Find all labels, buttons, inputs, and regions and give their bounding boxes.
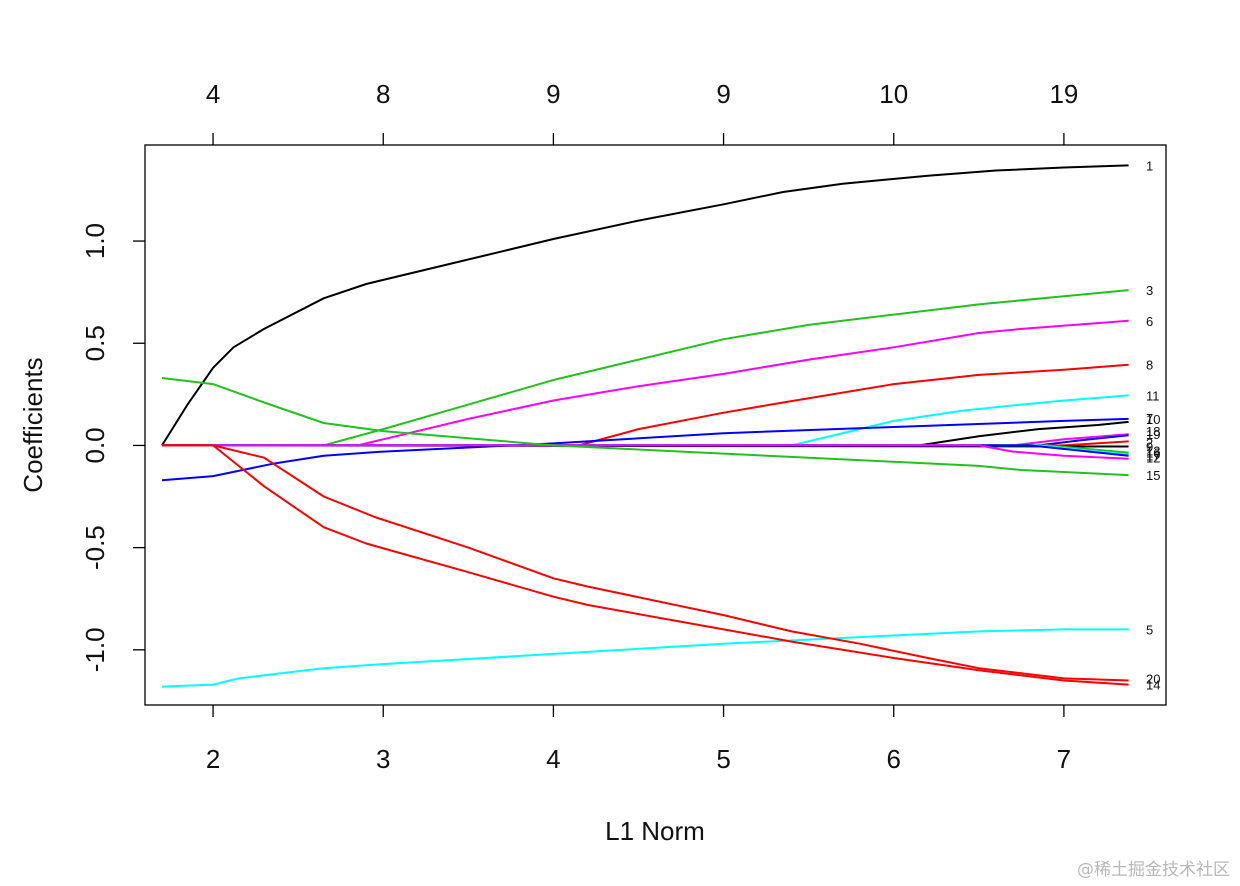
series-line-3: [162, 289, 1129, 447]
series-lines: [161, 164, 1129, 688]
watermark: @稀土掘金技术社区: [1077, 860, 1230, 880]
series-end-label: 13: [1146, 444, 1160, 459]
top-tick-label: 4: [206, 79, 220, 109]
y-axis-title: Coefficients: [18, 357, 48, 492]
y-tick-label: 0.0: [80, 427, 110, 463]
x-tick-label: 5: [716, 744, 730, 774]
y-tick-label: 0.5: [80, 325, 110, 361]
top-tick-label: 10: [879, 79, 908, 109]
series-end-label: 19: [1146, 427, 1160, 442]
series-end-label: 5: [1146, 622, 1153, 637]
series-line-5: [161, 628, 1129, 688]
series-end-label: 8: [1146, 358, 1153, 373]
series-end-label: 6: [1146, 314, 1153, 329]
series-line-14: [162, 444, 1129, 686]
series-end-label: 9: [1146, 439, 1153, 454]
series-line-8: [162, 363, 1129, 447]
x-tick-label: 2: [206, 744, 220, 774]
series-end-label: 18: [1146, 424, 1160, 439]
x-axis-title: L1 Norm: [605, 816, 705, 846]
series-end-label: 7: [1146, 411, 1153, 426]
series-end-label: 11: [1146, 388, 1160, 403]
x-tick-label: 6: [886, 744, 900, 774]
series-line-10: [161, 417, 1129, 482]
series-end-label: 16: [1146, 446, 1160, 461]
series-line-7: [162, 420, 1129, 447]
series-end-label: 1: [1146, 158, 1153, 173]
y-tick-label: 1.0: [80, 223, 110, 259]
series-end-label: 10: [1146, 412, 1160, 427]
series-line-12: [162, 444, 1129, 460]
series-end-label: 3: [1146, 283, 1153, 298]
y-tick-label: -0.5: [80, 525, 110, 570]
series-line-19: [162, 434, 1129, 447]
top-tick-label: 9: [546, 79, 560, 109]
series-line-15: [161, 377, 1129, 477]
top-tick-label: 19: [1049, 79, 1078, 109]
x-tick-label: 3: [376, 744, 390, 774]
series-end-label: 2: [1146, 435, 1153, 450]
series-end-label: 14: [1146, 678, 1160, 693]
axes: 2 3 4 5 6 7 4 8 9 9 10 19 -1.0 -0.5 0.0 0.5 1.0: [80, 79, 1078, 774]
top-tick-label: 8: [376, 79, 390, 109]
series-end-label: 20: [1146, 671, 1160, 686]
top-tick-label: 9: [716, 79, 730, 109]
series-line-6: [162, 319, 1129, 447]
plot-frame: [144, 144, 1167, 706]
series-end-label: 17: [1146, 449, 1160, 464]
series-end-label: 12: [1146, 451, 1160, 466]
series-line-20: [162, 444, 1129, 682]
x-tick-label: 4: [546, 744, 560, 774]
series-end-label: 15: [1146, 468, 1160, 483]
y-tick-label: -1.0: [80, 627, 110, 672]
series-line-1: [161, 164, 1129, 446]
x-tick-label: 7: [1057, 744, 1071, 774]
